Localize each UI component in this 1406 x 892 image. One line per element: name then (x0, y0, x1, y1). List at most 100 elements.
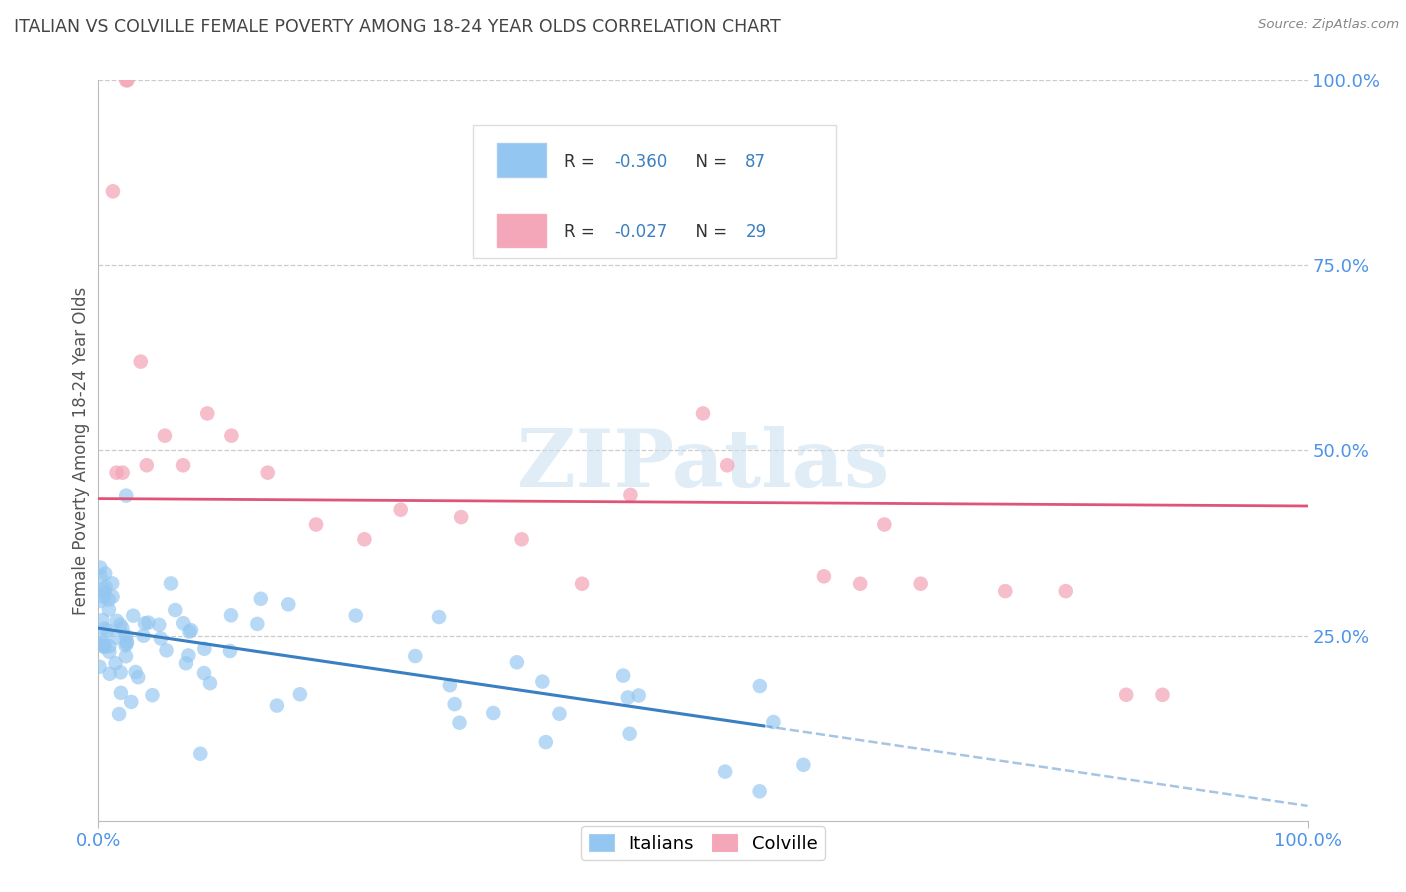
Point (115, 636, 138, 650)
Point (617, 690, 640, 705)
Point (482, 706, 505, 720)
FancyBboxPatch shape (498, 213, 546, 247)
Point (219, 644, 242, 658)
Point (188, 747, 211, 761)
Text: ITALIAN VS COLVILLE FEMALE POVERTY AMONG 18-24 YEAR OLDS CORRELATION CHART: ITALIAN VS COLVILLE FEMALE POVERTY AMONG… (14, 18, 780, 36)
Point (89, 569, 111, 583)
Point (101, 590, 124, 604)
Point (172, 616, 194, 631)
Point (93, 582, 115, 597)
Point (115, 489, 138, 503)
Point (98, 666, 121, 681)
Point (548, 706, 571, 721)
Point (716, 458, 738, 473)
Point (792, 757, 814, 772)
Point (149, 632, 172, 646)
Text: R =: R = (564, 153, 600, 170)
Point (172, 458, 194, 473)
Point (571, 576, 593, 591)
Point (115, 629, 138, 643)
Point (450, 510, 472, 524)
FancyBboxPatch shape (498, 144, 546, 177)
Point (256, 466, 278, 480)
Point (101, 576, 124, 591)
Point (105, 614, 128, 628)
Text: 29: 29 (745, 223, 766, 241)
Point (93, 590, 115, 604)
Y-axis label: Female Poverty Among 18-24 Year Olds: Female Poverty Among 18-24 Year Olds (72, 286, 90, 615)
Point (198, 676, 221, 690)
Point (98, 645, 121, 659)
Point (93, 637, 115, 651)
Point (96, 624, 118, 638)
Text: -0.360: -0.360 (614, 153, 668, 170)
Text: ZIPatlas: ZIPatlas (517, 426, 889, 504)
Point (174, 657, 197, 671)
Point (994, 584, 1017, 599)
Point (849, 576, 872, 591)
Point (134, 616, 156, 631)
Point (305, 517, 328, 532)
Point (105, 466, 128, 480)
Point (97, 592, 120, 607)
Point (110, 686, 132, 700)
Point (110, 665, 132, 680)
Point (90, 633, 112, 648)
Point (180, 623, 202, 637)
Point (148, 617, 170, 632)
Point (404, 648, 426, 663)
Point (115, 73, 138, 87)
Point (111, 621, 134, 635)
Text: 87: 87 (745, 153, 766, 170)
Point (165, 603, 187, 617)
Point (221, 428, 243, 442)
Point (249, 591, 271, 606)
Point (110, 617, 132, 632)
Point (122, 608, 145, 623)
Point (389, 502, 412, 516)
Point (104, 657, 127, 671)
Text: N =: N = (685, 153, 733, 170)
Legend: Italians, Colville: Italians, Colville (582, 827, 824, 860)
Point (748, 784, 770, 798)
Point (117, 73, 139, 87)
Point (94, 566, 117, 581)
Point (89, 594, 111, 608)
Point (246, 616, 269, 631)
Point (427, 610, 450, 624)
Point (101, 184, 124, 198)
Point (627, 689, 650, 703)
Point (120, 695, 142, 709)
Point (132, 629, 155, 643)
Point (124, 665, 146, 679)
Point (193, 641, 215, 656)
Point (91, 640, 114, 654)
Point (177, 648, 200, 663)
Point (873, 517, 896, 532)
Point (127, 670, 149, 684)
Point (619, 488, 641, 502)
Point (910, 576, 932, 591)
Point (160, 576, 183, 591)
Point (108, 706, 131, 721)
Point (619, 727, 641, 741)
Point (266, 698, 288, 713)
Point (97, 602, 120, 616)
Point (1054, 584, 1077, 599)
Point (353, 533, 375, 547)
Point (531, 674, 554, 689)
Point (98, 639, 121, 653)
Point (94, 580, 117, 594)
Point (506, 655, 529, 669)
Text: N =: N = (685, 223, 733, 241)
Point (114, 639, 136, 653)
Point (449, 715, 471, 730)
Point (193, 666, 215, 681)
Point (93, 622, 115, 636)
Text: Source: ZipAtlas.com: Source: ZipAtlas.com (1258, 18, 1399, 31)
Point (89, 560, 111, 574)
Point (443, 697, 465, 711)
FancyBboxPatch shape (474, 125, 837, 258)
Point (138, 615, 160, 630)
Point (179, 624, 201, 639)
